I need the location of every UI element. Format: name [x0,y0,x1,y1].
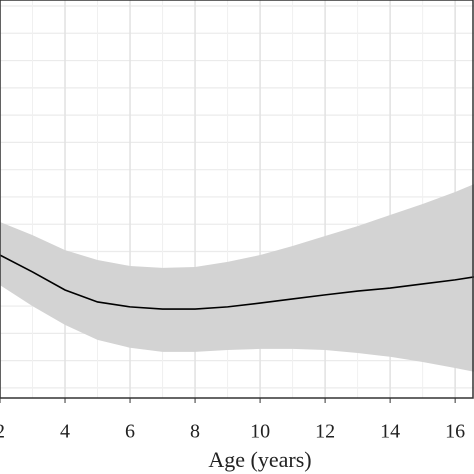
panel-border [0,0,474,399]
confidence-band [0,184,474,372]
x-tick-label: 16 [445,421,465,443]
x-tick-label: 4 [60,421,70,443]
x-tick-label: 12 [315,421,335,443]
x-axis-label: Age (years) [208,447,311,472]
x-tick-label: 14 [380,421,400,443]
x-tick-label: 2 [0,421,5,443]
x-tick-label: 8 [190,421,200,443]
x-tick-label: 10 [250,421,270,443]
line [0,254,474,310]
x-tick-label: 6 [125,421,135,443]
